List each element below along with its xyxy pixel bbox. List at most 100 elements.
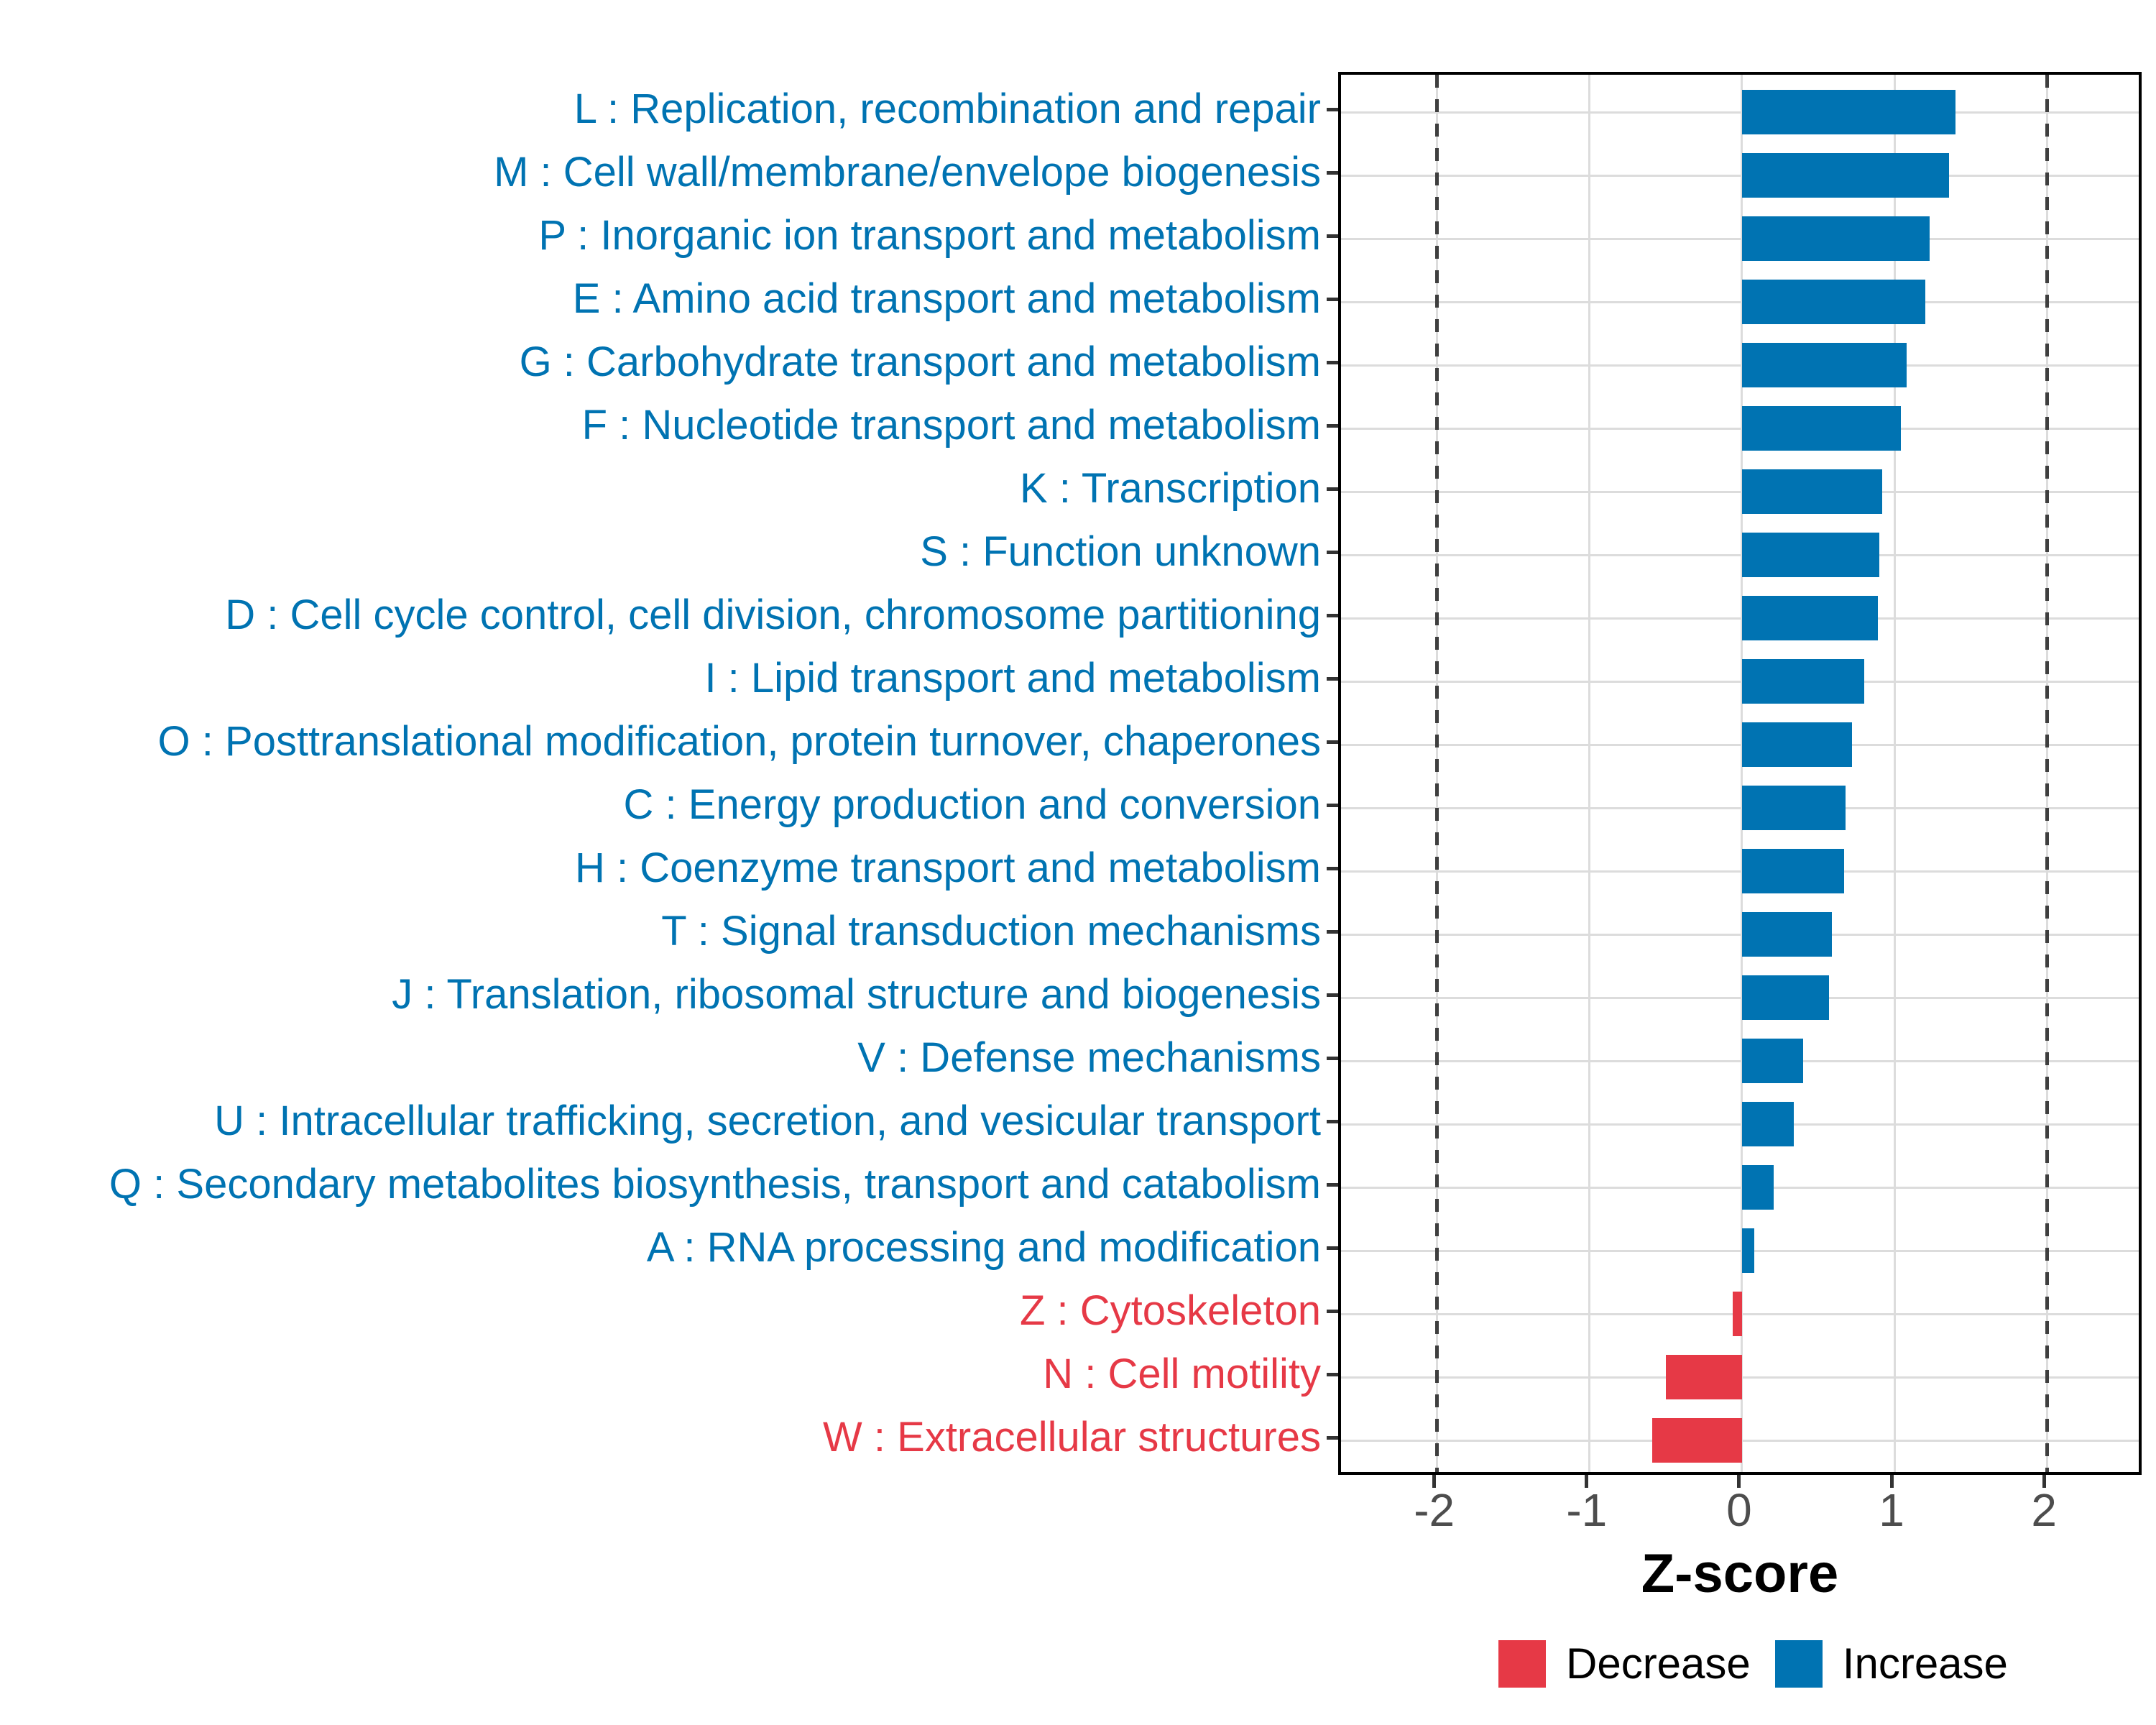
bar: [1665, 1355, 1742, 1399]
y-gridline: [1341, 364, 2139, 367]
y-gridline: [1341, 490, 2139, 493]
y-tick: [1327, 1182, 1338, 1187]
x-axis-title: Z-score: [1641, 1543, 1839, 1604]
bar: [1741, 469, 1883, 514]
bar: [1741, 786, 1846, 830]
category-label: W : Extracellular structures: [823, 1414, 1321, 1460]
category-label: V : Defense mechanisms: [857, 1034, 1321, 1081]
category-label: C : Energy production and conversion: [623, 781, 1321, 828]
x-tick-label: 0: [1726, 1484, 1752, 1536]
legend-item-decrease: Decrease: [1498, 1640, 1751, 1688]
bar: [1741, 216, 1930, 261]
y-tick: [1327, 1056, 1338, 1060]
x-gridline: [1741, 75, 1743, 1472]
y-gridline: [1341, 680, 2139, 683]
legend-label-decrease: Decrease: [1566, 1639, 1751, 1688]
bar: [1741, 1165, 1774, 1210]
y-tick: [1327, 613, 1338, 617]
bar: [1741, 1102, 1795, 1146]
bar: [1741, 533, 1879, 577]
category-label: H : Coenzyme transport and metabolism: [575, 845, 1321, 891]
y-gridline: [1341, 870, 2139, 873]
x-tick-label: 2: [2031, 1484, 2058, 1536]
category-label: P : Inorganic ion transport and metaboli…: [538, 212, 1321, 259]
y-gridline: [1341, 617, 2139, 620]
x-tick: [1737, 1475, 1741, 1488]
plot-panel: [1338, 72, 2142, 1475]
y-tick: [1327, 1246, 1338, 1250]
reference-line-dashed: [2045, 75, 2049, 1472]
increase-color-swatch: [1774, 1640, 1823, 1688]
bar: [1741, 406, 1901, 451]
bar: [1741, 153, 1950, 198]
y-gridline: [1341, 996, 2139, 999]
legend: Decrease Increase: [1498, 1640, 2008, 1688]
y-gridline: [1341, 1249, 2139, 1252]
category-label: E : Amino acid transport and metabolism: [572, 275, 1321, 322]
y-tick: [1327, 550, 1338, 554]
category-label: S : Function unknown: [920, 528, 1321, 575]
bar: [1741, 659, 1864, 704]
y-gridline: [1341, 300, 2139, 303]
x-tick-label: 1: [1879, 1484, 1904, 1536]
x-tick: [1585, 1475, 1589, 1488]
y-tick: [1327, 1119, 1338, 1123]
category-label: L : Replication, recombination and repai…: [573, 86, 1321, 132]
y-tick: [1327, 929, 1338, 934]
reference-line-dashed: [1435, 75, 1439, 1472]
y-gridline: [1341, 806, 2139, 809]
category-label: F : Nucleotide transport and metabolism: [581, 402, 1321, 448]
y-gridline: [1341, 1123, 2139, 1126]
legend-item-increase: Increase: [1774, 1639, 2008, 1688]
category-label: D : Cell cycle control, cell division, c…: [225, 592, 1321, 638]
y-gridline: [1341, 237, 2139, 240]
category-label: K : Transcription: [1019, 465, 1321, 512]
y-tick: [1327, 1309, 1338, 1313]
bar: [1741, 722, 1852, 767]
category-label: Z : Cytoskeleton: [1019, 1287, 1321, 1334]
y-gridline: [1341, 743, 2139, 746]
bar: [1741, 343, 1907, 387]
category-label: N : Cell motility: [1043, 1351, 1321, 1397]
x-tick: [1432, 1475, 1437, 1488]
y-gridline: [1341, 1186, 2139, 1189]
y-tick: [1327, 107, 1338, 111]
bar: [1651, 1418, 1742, 1463]
category-label: T : Signal transduction mechanisms: [661, 908, 1321, 954]
category-label: Q : Secondary metabolites biosynthesis, …: [109, 1161, 1321, 1208]
bar: [1741, 280, 1925, 324]
bar: [1741, 849, 1845, 893]
bar: [1733, 1292, 1742, 1336]
decrease-color-swatch: [1498, 1640, 1546, 1688]
y-tick: [1327, 170, 1338, 175]
legend-label-increase: Increase: [1842, 1639, 2008, 1688]
x-tick-label: -1: [1566, 1484, 1608, 1536]
y-tick: [1327, 360, 1338, 364]
category-label: A : RNA processing and modification: [646, 1224, 1321, 1271]
category-label: J : Translation, ribosomal structure and…: [392, 971, 1321, 1018]
y-gridline: [1341, 553, 2139, 556]
y-gridline: [1341, 427, 2139, 430]
bar: [1741, 1039, 1803, 1083]
category-label: M : Cell wall/membrane/envelope biogenes…: [494, 149, 1321, 196]
y-tick: [1327, 676, 1338, 681]
y-tick: [1327, 423, 1338, 428]
y-tick: [1327, 1372, 1338, 1376]
y-tick: [1327, 993, 1338, 997]
y-gridline: [1341, 174, 2139, 177]
bar: [1741, 90, 1955, 134]
category-label: G : Carbohydrate transport and metabolis…: [519, 339, 1321, 385]
x-tick: [2042, 1475, 2046, 1488]
y-gridline: [1341, 111, 2139, 114]
y-tick: [1327, 866, 1338, 870]
y-tick: [1327, 803, 1338, 807]
y-tick: [1327, 740, 1338, 744]
bar: [1741, 975, 1829, 1020]
y-tick: [1327, 487, 1338, 491]
category-label: O : Posttranslational modification, prot…: [157, 718, 1321, 765]
bar: [1741, 912, 1833, 957]
bar: [1741, 596, 1878, 640]
x-gridline: [1893, 75, 1896, 1472]
y-tick: [1327, 297, 1338, 301]
